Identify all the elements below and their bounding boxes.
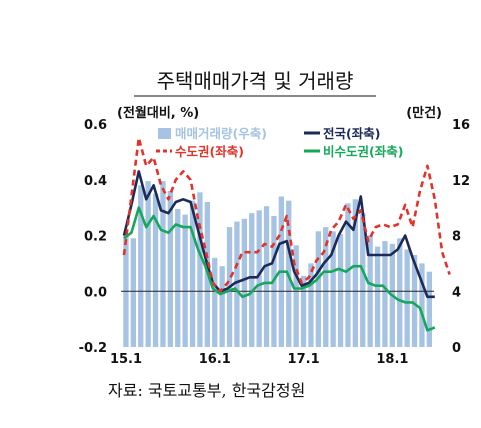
series-line	[122, 170, 435, 299]
bar	[397, 238, 403, 347]
bar	[160, 181, 166, 347]
left-axis-ticks: -0.2 0.0 0.2 0.4 0.6	[79, 118, 107, 356]
legend-label: 비수도권(좌축)	[323, 144, 403, 159]
bar	[382, 241, 388, 347]
bar	[323, 227, 329, 347]
x-tick-label: 15.1	[110, 352, 142, 367]
legend-swatch	[158, 128, 171, 139]
bar	[374, 246, 381, 347]
legend: 매매거래량(우축) 전국(좌축) 수도권(좌축) 비수도권(좌축)	[156, 126, 403, 159]
legend-label: 수도권(좌축)	[175, 144, 244, 159]
bar	[404, 249, 410, 347]
bar-series	[123, 181, 432, 347]
x-tick-label: 17.1	[288, 352, 320, 367]
right-axis-ticks: 0 4 8 12 16	[452, 118, 470, 356]
left-tick-label: 0.4	[84, 174, 107, 189]
right-axis-label: (만건)	[406, 105, 442, 121]
bar	[219, 266, 225, 347]
right-tick-label: 4	[452, 285, 461, 300]
x-axis-ticks: 15.1 16.1 17.1 18.1	[110, 352, 408, 367]
bar	[182, 214, 188, 347]
chart-title: 주택매매가격 및 거래량	[157, 69, 354, 93]
x-tick-label: 16.1	[199, 352, 231, 367]
bar	[345, 203, 351, 347]
right-tick-label: 16	[452, 118, 470, 133]
legend-item: 수도권(좌축)	[156, 144, 244, 159]
bar	[419, 263, 425, 347]
left-axis-label: (전월대비, %)	[117, 105, 199, 121]
x-tick-label: 18.1	[376, 352, 408, 367]
bar	[263, 206, 270, 347]
bar	[337, 234, 344, 347]
bar	[189, 200, 196, 347]
bar	[300, 275, 307, 347]
legend-item: 전국(좌축)	[304, 126, 380, 141]
series-line	[123, 206, 436, 332]
bar	[241, 218, 247, 347]
left-tick-label: 0.6	[84, 118, 107, 133]
bar	[197, 192, 203, 347]
bar	[234, 221, 240, 347]
bar	[352, 199, 358, 347]
series-line	[122, 136, 451, 293]
right-tick-label: 0	[452, 341, 461, 356]
legend-label: 전국(좌축)	[323, 126, 380, 141]
left-tick-label: -0.2	[79, 341, 107, 356]
bar	[130, 238, 136, 347]
bar	[138, 185, 144, 347]
bar	[212, 257, 218, 347]
bar	[330, 231, 336, 347]
source-note: 자료: 국토교통부, 한국감정원	[108, 381, 305, 400]
legend-item: 매매거래량(우축)	[158, 126, 267, 141]
legend-item: 비수도권(좌축)	[304, 144, 403, 159]
bar	[293, 245, 299, 347]
bar	[426, 271, 432, 347]
bar	[315, 231, 321, 347]
bar	[256, 210, 262, 347]
bar	[152, 193, 159, 347]
bar	[145, 181, 151, 347]
bar	[360, 213, 366, 347]
left-tick-label: 0.0	[84, 285, 107, 300]
bar	[175, 209, 181, 347]
legend-label: 매매거래량(우축)	[175, 126, 267, 141]
bar	[167, 190, 173, 347]
right-tick-label: 8	[452, 230, 461, 245]
right-tick-label: 12	[452, 174, 470, 189]
left-tick-label: 0.2	[84, 230, 107, 245]
line-series-group	[122, 136, 451, 332]
bar	[411, 255, 418, 347]
bar	[308, 263, 314, 347]
bar	[249, 213, 255, 347]
